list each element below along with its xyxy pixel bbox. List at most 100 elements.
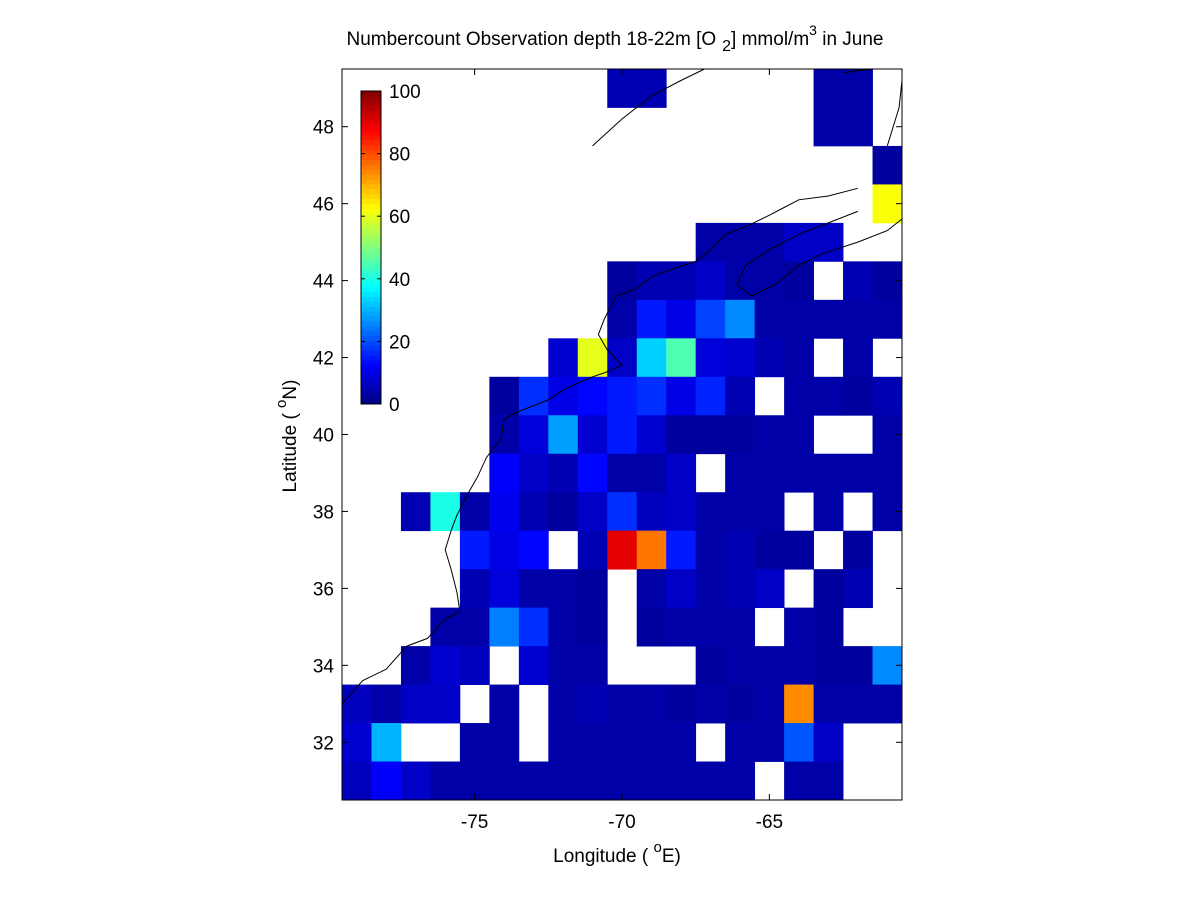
heatmap-cell [754, 453, 785, 493]
coastline-path [886, 80, 903, 147]
heatmap-cell [577, 684, 608, 724]
y-tick-label: 36 [313, 579, 334, 600]
heatmap-cell [577, 607, 608, 647]
heatmap-cell [636, 69, 667, 108]
heatmap-cell [548, 338, 579, 378]
y-tick-label: 32 [313, 733, 334, 754]
colorbar-swatch [361, 213, 381, 219]
colorbar-swatch [361, 394, 381, 400]
heatmap-cell [518, 761, 549, 801]
heatmap-cell [371, 761, 402, 801]
heatmap-cell [725, 761, 756, 801]
colorbar-swatch [361, 105, 381, 112]
heatmap-cell [577, 530, 608, 570]
heatmap-cell [400, 646, 431, 685]
colorbar-swatch [361, 242, 381, 248]
heatmap-cell [430, 684, 461, 724]
heatmap-cell [843, 569, 873, 609]
heatmap-cell [754, 415, 785, 455]
heatmap-cell [725, 569, 756, 609]
heatmap-cell [725, 646, 756, 685]
coastline-path [341, 187, 858, 705]
heatmap-cell [489, 492, 520, 532]
heatmap-cell [400, 761, 431, 801]
x-tick-label: -70 [608, 812, 635, 833]
heatmap-cell [666, 415, 697, 455]
heatmap-cell [784, 415, 814, 455]
heatmap-cell [459, 530, 490, 570]
colorbar-swatch [361, 311, 381, 317]
heatmap-cell [518, 607, 549, 647]
heatmap-cell [636, 415, 667, 455]
heatmap-cell [843, 530, 873, 570]
colorbar-swatch [361, 247, 381, 253]
heatmap-cell [695, 376, 726, 416]
heatmap-cell [754, 569, 785, 609]
heatmap-cell [695, 761, 726, 801]
colorbar-swatch [361, 135, 381, 141]
heatmap-cell [371, 723, 402, 762]
heatmap-cell [548, 607, 579, 647]
colorbar-swatch [361, 110, 381, 116]
heatmap-cell [371, 684, 402, 724]
heatmap-cell [607, 723, 638, 762]
heatmap-cell [548, 569, 579, 609]
colorbar: 0 20 40 60 80 100 [360, 82, 421, 416]
colorbar-swatch [361, 320, 381, 327]
heatmap-cell [725, 376, 756, 416]
heatmap-cell [666, 530, 697, 570]
heatmap-cell [843, 453, 873, 493]
x-axis-label: Longitude ( oE) [553, 839, 681, 867]
colorbar-tick-label: 40 [389, 270, 410, 291]
colorbar-swatch [361, 262, 381, 268]
heatmap-cell [813, 569, 844, 609]
colorbar-swatch [361, 183, 381, 190]
heatmap-cell [695, 261, 726, 301]
heatmap-cell [577, 723, 608, 762]
heatmap-cell [607, 261, 638, 301]
heatmap-cell [489, 723, 520, 762]
heatmap-cell [666, 338, 697, 378]
heatmap-cell [813, 761, 844, 801]
colorbar-swatch [361, 374, 381, 381]
heatmap-cell [695, 299, 726, 339]
heatmap-cell [607, 299, 638, 339]
colorbar-swatch [361, 315, 381, 322]
heatmap-cell [577, 338, 608, 378]
heatmap-cell [548, 646, 579, 685]
heatmap-cell [577, 376, 608, 416]
heatmap-cell [636, 299, 667, 339]
heatmap-cell [518, 415, 549, 455]
colorbar-swatch [361, 350, 381, 356]
colorbar-swatch [361, 159, 381, 165]
heatmap-cell [636, 761, 667, 801]
y-tick-label: 48 [313, 118, 334, 139]
heatmap-cell [872, 684, 903, 724]
colorbar-swatch [361, 227, 381, 234]
heatmap-cell [843, 646, 873, 685]
axis-ticks: -75 -70 -65 32 34 36 38 40 42 44 46 48 [313, 69, 902, 833]
heatmap-cell [459, 646, 490, 685]
heatmap-cell [607, 684, 638, 724]
heatmap-cell [784, 530, 814, 570]
heatmap-cell [843, 376, 873, 416]
heatmap-cell [666, 453, 697, 493]
colorbar-frame [360, 90, 382, 405]
heatmap-cell [518, 569, 549, 609]
heatmap-cell [725, 492, 756, 532]
colorbar-tick-label: 0 [389, 395, 400, 416]
heatmap-cell [872, 453, 903, 493]
heatmap-cell [784, 261, 814, 301]
colorbar-swatch [361, 301, 381, 307]
heatmap-cell [666, 607, 697, 647]
colorbar-swatch [361, 330, 381, 337]
x-tick-label: -75 [461, 812, 488, 833]
heatmap-cell [548, 415, 579, 455]
heatmap-cell [725, 261, 756, 301]
heatmap-cell [754, 222, 785, 262]
heatmap-cell [813, 607, 844, 647]
heatmap-cell [636, 607, 667, 647]
heatmap-cell [548, 761, 579, 801]
colorbar-swatch [361, 237, 381, 244]
